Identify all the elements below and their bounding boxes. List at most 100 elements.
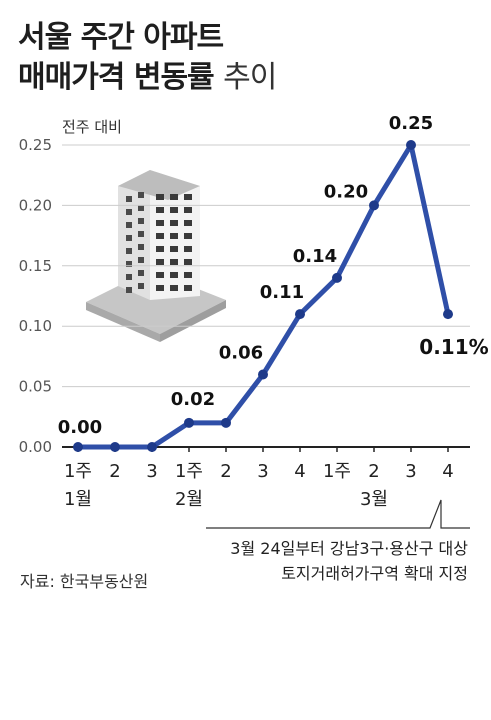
building-window: [138, 283, 144, 289]
building-window: [138, 270, 144, 276]
building-window: [126, 196, 132, 202]
y-tick-label: 0.10: [19, 317, 52, 335]
building-window: [126, 248, 132, 254]
building-window: [126, 261, 132, 267]
building-window: [184, 207, 192, 213]
annotation-bracket-line: [206, 499, 470, 529]
building-window: [138, 231, 144, 237]
x-tick-label: 1주: [323, 461, 351, 482]
building-window: [156, 285, 164, 291]
x-tick-label: 2: [109, 461, 120, 482]
x-axis: 1주 2 3 1주 2 3 4 1주 2 3 4 1월 2월 3월: [62, 446, 470, 510]
data-point: [369, 200, 379, 211]
building-window: [170, 246, 178, 252]
building-window: [156, 194, 164, 200]
x-tick-label: 2: [368, 461, 379, 482]
building-window: [184, 285, 192, 291]
building-window: [126, 235, 132, 241]
data-point: [258, 369, 268, 380]
data-point: [184, 417, 194, 428]
annotation-note: 3월 24일부터 강남3구·용산구 대상 토지거래허가구역 확대 지정: [200, 536, 468, 586]
data-point: [406, 140, 416, 150]
x-tick-label: 4: [294, 461, 305, 482]
annotation-line-1: 3월 24일부터 강남3구·용산구 대상: [230, 539, 468, 558]
data-point: [332, 272, 342, 283]
building-window: [170, 259, 178, 265]
building-window: [126, 209, 132, 215]
x-month-label: 3월: [360, 489, 388, 510]
building-window: [138, 257, 144, 263]
data-point: [73, 442, 83, 452]
y-tick-label: 0.00: [19, 438, 52, 456]
y-tick-label: 0.25: [19, 136, 52, 154]
grid-lines: [62, 144, 470, 388]
building-window: [184, 272, 192, 278]
building-window: [138, 192, 144, 198]
title-line-2-light: 추이: [223, 60, 277, 95]
building-window: [184, 220, 192, 226]
y-axis-label: 전주 대비: [62, 118, 122, 136]
building-window: [170, 233, 178, 239]
data-point: [443, 309, 453, 320]
source-credit: 자료: 한국부동산원: [20, 572, 149, 591]
building-window: [138, 218, 144, 224]
x-tick-label: 1주: [175, 461, 203, 482]
building-window: [138, 244, 144, 250]
x-tick-label: 3: [257, 461, 268, 482]
data-label: 0.02: [171, 389, 215, 410]
data-points: [73, 140, 453, 452]
data-label: 0.00: [58, 417, 102, 438]
building-window: [170, 220, 178, 226]
data-label: 0.11%: [419, 335, 488, 359]
x-month-label: 2월: [175, 489, 203, 510]
building-window: [170, 194, 178, 200]
x-tick-label: 3: [405, 461, 416, 482]
building-window: [156, 272, 164, 278]
x-tick-label: 3: [146, 461, 157, 482]
building-window: [126, 222, 132, 228]
x-month-label: 1월: [64, 489, 92, 510]
data-label: 0.14: [293, 246, 337, 267]
title-line-1: 서울 주간 아파트: [18, 20, 224, 55]
building-window: [184, 246, 192, 252]
building-window: [170, 272, 178, 278]
building-window: [156, 246, 164, 252]
building-window: [184, 233, 192, 239]
building-window: [184, 259, 192, 265]
data-point: [147, 442, 157, 452]
building-window: [156, 220, 164, 226]
title-line-2: 매매가격 변동률 추이: [18, 58, 277, 98]
data-point: [110, 442, 120, 452]
building-window: [138, 205, 144, 211]
x-tick-label: 4: [442, 461, 453, 482]
chart-title: 서울 주간 아파트 매매가격 변동률 추이: [18, 18, 277, 98]
data-point: [295, 309, 305, 320]
data-labels: 0.00 0.02 0.06 0.11 0.14 0.20 0.25 0.11%: [58, 113, 489, 438]
y-tick-label: 0.05: [19, 378, 52, 396]
building-window: [126, 287, 132, 293]
data-label: 0.11: [260, 282, 304, 303]
y-tick-labels: 0.25 0.20 0.15 0.10 0.05 0.00: [19, 136, 52, 456]
building-base-left: [86, 302, 160, 342]
data-label: 0.20: [324, 181, 368, 202]
annotation-line-2: 토지거래허가구역 확대 지정: [281, 564, 468, 583]
x-tick-label: 1주: [64, 461, 92, 482]
building-roof: [118, 170, 200, 200]
annotation-bracket: [206, 499, 470, 529]
data-point: [221, 417, 231, 428]
data-label: 0.06: [219, 343, 263, 364]
building-window: [170, 285, 178, 291]
building-left-face: [118, 170, 150, 300]
building-window: [156, 207, 164, 213]
x-tick-label: 2: [220, 461, 231, 482]
building-window: [126, 274, 132, 280]
building-window: [184, 194, 192, 200]
building-base-right: [160, 300, 226, 342]
building-window: [156, 233, 164, 239]
building-window: [170, 207, 178, 213]
title-line-2-bold: 매매가격 변동률: [18, 60, 215, 95]
y-tick-label: 0.20: [19, 196, 52, 214]
building-window: [156, 259, 164, 265]
data-label: 0.25: [389, 113, 433, 134]
